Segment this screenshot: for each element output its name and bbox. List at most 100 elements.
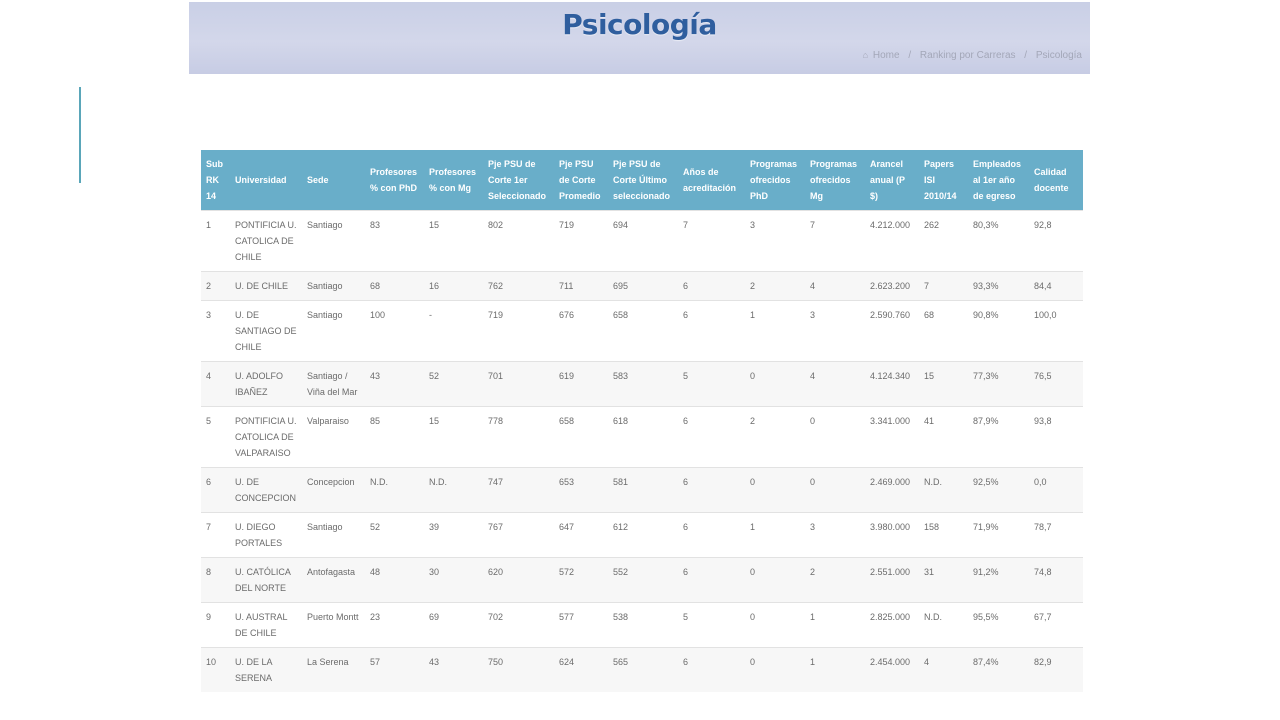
table-row: 7 U. DIEGO PORTALES Santiago 52 39 767 647 612 6…: [201, 512, 1083, 558]
table-cell: 2.623.200: [865, 271, 919, 301]
table-cell: 3: [201, 300, 230, 362]
table-cell: 93,3%: [968, 271, 1029, 301]
column-header: Programas ofrecidos Mg: [805, 150, 865, 211]
table-cell: 57: [365, 647, 424, 692]
table-cell: 91,2%: [968, 557, 1029, 603]
table-cell: 3.980.000: [865, 512, 919, 558]
table-cell: -: [424, 300, 483, 362]
column-header: Profesores % con Mg: [424, 150, 483, 211]
table-cell: La Serena: [302, 647, 365, 692]
table-cell: 0: [745, 467, 805, 513]
table-cell: 71,9%: [968, 512, 1029, 558]
table-cell: 538: [608, 602, 678, 648]
table-cell: Puerto Montt: [302, 602, 365, 648]
breadcrumb-current: Psicología: [1035, 50, 1082, 61]
table-cell: 6: [201, 467, 230, 513]
table-cell: 612: [608, 512, 678, 558]
table-cell: 702: [483, 602, 554, 648]
table-cell: 6: [678, 512, 745, 558]
breadcrumb-separator: /: [908, 50, 912, 61]
table-cell: 0: [745, 602, 805, 648]
breadcrumb-ranking-link[interactable]: Ranking por Carreras: [919, 50, 1016, 61]
table-cell: 577: [554, 602, 608, 648]
page-title: Psicología: [562, 8, 717, 41]
table-row: 5 PONTIFICIA U. CATOLICA DE VALPARAISO Val…: [201, 406, 1083, 468]
table-cell: U. ADOLFO IBAÑEZ: [230, 361, 302, 407]
table-cell: 750: [483, 647, 554, 692]
table-cell: 43: [365, 361, 424, 407]
table-cell: Antofagasta: [302, 557, 365, 603]
column-header: Años de acreditación: [678, 150, 745, 211]
table-cell: 618: [608, 406, 678, 468]
table-row: 3 U. DE SANTIAGO DE CHILE Santiago 100-719 6…: [201, 300, 1083, 362]
table-cell: 747: [483, 467, 554, 513]
table-cell: 52: [365, 512, 424, 558]
table-row: 1 PONTIFICIA U. CATOLICA DE CHILE Santiago…: [201, 210, 1083, 272]
table-cell: N.D.: [919, 467, 968, 513]
table-cell: 31: [919, 557, 968, 603]
table-cell: 6: [678, 300, 745, 362]
table-cell: 82,9: [1029, 647, 1083, 692]
table-cell: 624: [554, 647, 608, 692]
table-cell: 620: [483, 557, 554, 603]
table-cell: 695: [608, 271, 678, 301]
column-header: Profesores % con PhD: [365, 150, 424, 211]
breadcrumb-home-link[interactable]: Home: [872, 50, 900, 61]
table-cell: 552: [608, 557, 678, 603]
table-cell: 39: [424, 512, 483, 558]
column-header: Pje PSU de Corte Promedio: [554, 150, 608, 211]
column-header: Programas ofrecidos PhD: [745, 150, 805, 211]
table-cell: 647: [554, 512, 608, 558]
table-cell: 1: [745, 512, 805, 558]
table-cell: 2: [805, 557, 865, 603]
table-cell: 8: [201, 557, 230, 603]
table-row: 8 U. CATÓLICA DEL NORTE Antofagasta 48 30 620…: [201, 557, 1083, 603]
column-header: Pje PSU de Corte 1er Seleccionado: [483, 150, 554, 211]
table-cell: 4: [919, 647, 968, 692]
table-cell: 23: [365, 602, 424, 648]
table-cell: 4.212.000: [865, 210, 919, 272]
table-cell: 52: [424, 361, 483, 407]
table-cell: U. DE LA SERENA: [230, 647, 302, 692]
table-cell: 84,4: [1029, 271, 1083, 301]
column-header: Pje PSU de Corte Último seleccionado: [608, 150, 678, 211]
table-cell: 87,9%: [968, 406, 1029, 468]
table-cell: U. AUSTRAL DE CHILE: [230, 602, 302, 648]
table-cell: 95,5%: [968, 602, 1029, 648]
table-cell: 15: [424, 406, 483, 468]
table-cell: 67,7: [1029, 602, 1083, 648]
table-cell: 68: [365, 271, 424, 301]
table-cell: 1: [805, 647, 865, 692]
table-cell: 6: [678, 647, 745, 692]
table-cell: 3: [805, 300, 865, 362]
table-cell: Santiago: [302, 271, 365, 301]
table-cell: Santiago: [302, 300, 365, 362]
table-cell: 100: [365, 300, 424, 362]
table-cell: 4.124.340: [865, 361, 919, 407]
table-cell: 767: [483, 512, 554, 558]
table-cell: 1: [805, 602, 865, 648]
column-header: Calidad docente: [1029, 150, 1083, 211]
table-cell: 77,3%: [968, 361, 1029, 407]
table-cell: 74,8: [1029, 557, 1083, 603]
column-header: Sub RK 14: [201, 150, 230, 211]
table-cell: 92,8: [1029, 210, 1083, 272]
page-header: Psicología ⌂ Home / Ranking por Carreras…: [189, 2, 1090, 74]
table-cell: 653: [554, 467, 608, 513]
table-cell: 676: [554, 300, 608, 362]
table-cell: 701: [483, 361, 554, 407]
table-cell: 5: [678, 602, 745, 648]
table-cell: 76,5: [1029, 361, 1083, 407]
table-cell: Concepcion: [302, 467, 365, 513]
table-cell: 43: [424, 647, 483, 692]
breadcrumb-separator: /: [1024, 50, 1028, 61]
table-cell: 3: [805, 512, 865, 558]
table-cell: 619: [554, 361, 608, 407]
table-cell: 2.454.000: [865, 647, 919, 692]
table-cell: 262: [919, 210, 968, 272]
table-cell: 7: [201, 512, 230, 558]
table-cell: 0: [805, 467, 865, 513]
table-cell: Valparaiso: [302, 406, 365, 468]
table-cell: 15: [424, 210, 483, 272]
table-cell: U. CATÓLICA DEL NORTE: [230, 557, 302, 603]
